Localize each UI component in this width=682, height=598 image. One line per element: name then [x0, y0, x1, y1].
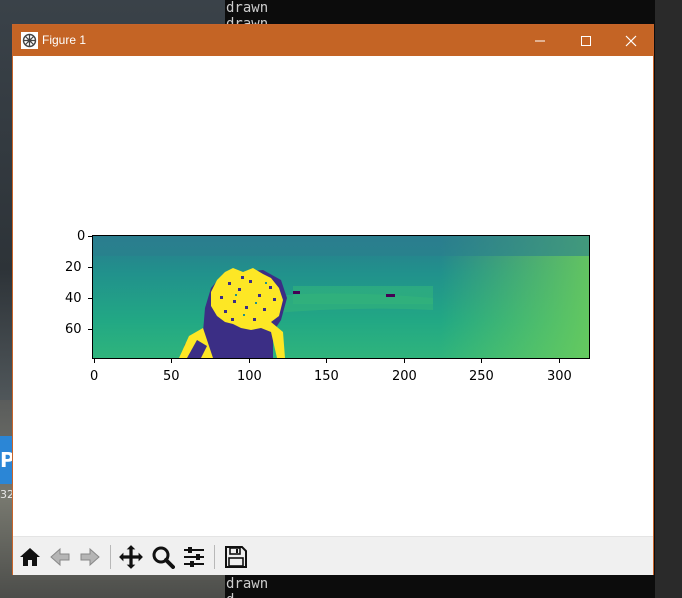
x-tick-mark [249, 359, 250, 363]
y-tick-mark [88, 298, 92, 299]
toolbar-separator [110, 545, 111, 569]
sliders-icon [184, 547, 204, 567]
minimize-icon [535, 40, 545, 42]
heatmap-image [93, 236, 589, 358]
x-tick-mark [559, 359, 560, 363]
figure-window: Figure 1 [12, 24, 654, 575]
save-button[interactable] [222, 543, 250, 571]
configure-subplots-button[interactable] [180, 543, 208, 571]
close-icon [625, 35, 637, 47]
toolbar-separator [214, 545, 215, 569]
forward-button[interactable] [76, 543, 104, 571]
arrow-right-icon [80, 547, 100, 567]
x-tick-label: 300 [547, 369, 572, 384]
maximize-button[interactable] [563, 25, 609, 56]
y-tick-mark [88, 236, 92, 237]
x-tick-mark [326, 359, 327, 363]
desktop-app-icon[interactable]: Pr [0, 436, 12, 484]
window-title: Figure 1 [42, 33, 87, 47]
y-tick-label: 60 [65, 322, 82, 337]
desktop-app-caption: 32 [0, 488, 14, 501]
x-tick-label: 0 [90, 369, 99, 384]
y-tick-mark [88, 329, 92, 330]
title-bar[interactable]: Figure 1 [13, 25, 653, 56]
x-tick-mark [171, 359, 172, 363]
x-tick-label: 50 [163, 369, 180, 384]
heatmap-axes[interactable] [92, 235, 590, 359]
y-tick-label: 40 [65, 291, 82, 306]
home-button[interactable] [16, 543, 44, 571]
floppy-icon [225, 546, 247, 568]
home-icon [20, 548, 40, 566]
maximize-icon [581, 36, 591, 46]
back-button[interactable] [46, 543, 74, 571]
x-tick-label: 100 [237, 369, 262, 384]
x-tick-label: 150 [314, 369, 339, 384]
move-icon [119, 545, 143, 569]
app-icon [21, 32, 38, 49]
terminal-line: d [226, 592, 234, 598]
y-tick-mark [88, 267, 92, 268]
marker [293, 291, 300, 294]
navigation-toolbar [13, 536, 653, 575]
figure-canvas[interactable]: 0 20 40 60 0 50 100 150 200 250 300 [13, 56, 653, 536]
zoom-button[interactable] [149, 543, 177, 571]
pan-button[interactable] [117, 543, 145, 571]
minimize-button[interactable] [517, 25, 563, 56]
x-tick-label: 250 [469, 369, 494, 384]
x-tick-mark [94, 359, 95, 363]
marker [386, 294, 395, 297]
x-tick-mark [481, 359, 482, 363]
terminal-line: drawn [226, 16, 269, 24]
y-tick-label: 0 [77, 229, 86, 244]
terminal-line: drawn [226, 576, 269, 592]
arrow-left-icon [50, 547, 70, 567]
magnifier-icon [152, 546, 175, 569]
x-tick-mark [404, 359, 405, 363]
y-tick-label: 20 [65, 260, 82, 275]
hand-highlight [211, 268, 285, 358]
terminal-scrollbar[interactable] [655, 0, 682, 598]
close-button[interactable] [608, 25, 654, 56]
x-tick-label: 200 [392, 369, 417, 384]
terminal-line: drawn [226, 0, 269, 16]
